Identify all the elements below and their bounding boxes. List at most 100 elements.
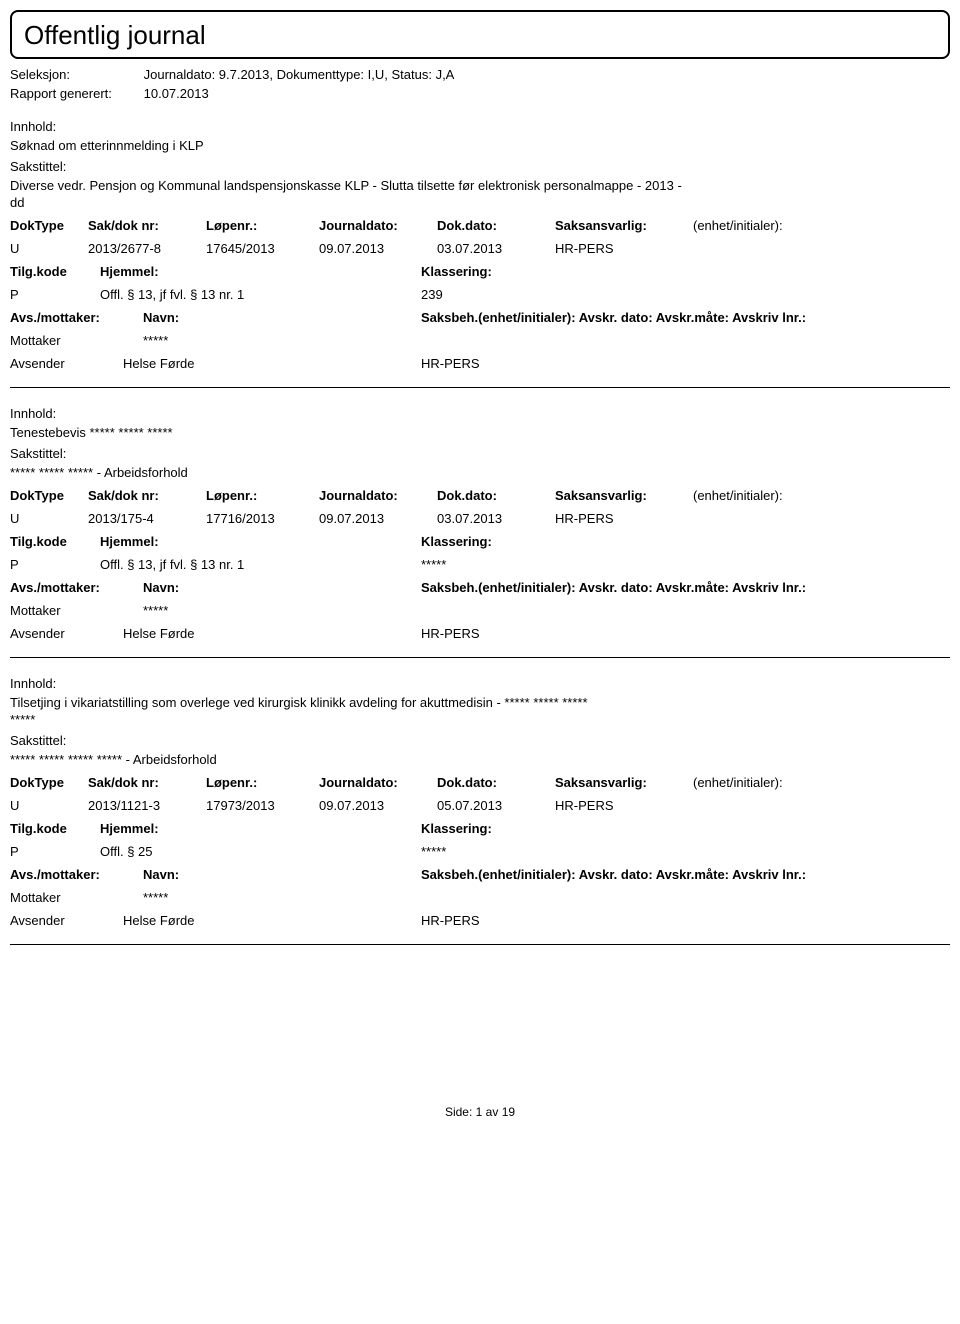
tilg-value-row: P Offl. § 13, jf fvl. § 13 nr. 1 239: [10, 287, 950, 302]
journaldato-value: 09.07.2013: [319, 511, 437, 526]
hjemmel-header: Hjemmel:: [100, 264, 421, 279]
navn-header: Navn:: [143, 867, 421, 882]
tilg-header-row: Tilg.kode Hjemmel: Klassering:: [10, 534, 950, 549]
rapport-row: Rapport generert: 10.07.2013: [10, 86, 950, 101]
entry-divider: [10, 944, 950, 945]
navn-header: Navn:: [143, 310, 421, 325]
saksansvarlig-header: Saksansvarlig:: [555, 488, 693, 503]
sakstittel-text-1: ***** ***** ***** ***** - Arbeidsforhold: [10, 752, 950, 767]
klassering-value: 239: [421, 287, 629, 302]
saksansvarlig-value: HR-PERS: [555, 511, 693, 526]
tilg-value-row: P Offl. § 13, jf fvl. § 13 nr. 1 *****: [10, 557, 950, 572]
dokdato-value: 03.07.2013: [437, 511, 555, 526]
innhold-label: Innhold:: [10, 119, 950, 134]
tilgkode-value: P: [10, 287, 100, 302]
tilgkode-header: Tilg.kode: [10, 264, 100, 279]
saksansvarlig-value: HR-PERS: [555, 241, 693, 256]
avsmottaker-header-row: Avs./mottaker: Navn: Saksbeh.(enhet/init…: [10, 580, 950, 595]
dok-header-row: DokType Sak/dok nr: Løpenr.: Journaldato…: [10, 775, 950, 790]
sakstittel-label: Sakstittel:: [10, 446, 950, 461]
avsender-label: Avsender: [10, 913, 123, 928]
sakdok-header: Sak/dok nr:: [88, 218, 206, 233]
sakstittel-text-1: Diverse vedr. Pensjon og Kommunal landsp…: [10, 178, 950, 193]
header-box: Offentlig journal: [10, 10, 950, 59]
mottaker-navn: *****: [143, 603, 421, 618]
journaldato-header: Journaldato:: [319, 775, 437, 790]
hjemmel-header: Hjemmel:: [100, 821, 421, 836]
navn-header: Navn:: [143, 580, 421, 595]
mottaker-label: Mottaker: [10, 603, 143, 618]
saksbeh-header: Saksbeh.(enhet/initialer): Avskr. dato: …: [421, 867, 929, 882]
klassering-header: Klassering:: [421, 821, 629, 836]
avsender-dept: HR-PERS: [421, 913, 629, 928]
avsender-navn: Helse Førde: [123, 356, 421, 371]
journal-title: Offentlig journal: [24, 20, 936, 53]
side-label: Side:: [445, 1105, 472, 1119]
sakstittel-label: Sakstittel:: [10, 159, 950, 174]
dokdato-value: 03.07.2013: [437, 241, 555, 256]
journaldato-value: 09.07.2013: [319, 241, 437, 256]
lopenr-value: 17716/2013: [206, 511, 319, 526]
sakdok-header: Sak/dok nr:: [88, 775, 206, 790]
seleksjon-value: Journaldato: 9.7.2013, Dokumenttype: I,U…: [144, 67, 455, 82]
doktype-header: DokType: [10, 775, 88, 790]
mottaker-row: Mottaker *****: [10, 603, 950, 618]
sakdok-value: 2013/1121-3: [88, 798, 206, 813]
mottaker-label: Mottaker: [10, 890, 143, 905]
lopenr-value: 17973/2013: [206, 798, 319, 813]
doktype-value: U: [10, 241, 88, 256]
saksansvarlig-value: HR-PERS: [555, 798, 693, 813]
tilgkode-value: P: [10, 844, 100, 859]
innhold-label: Innhold:: [10, 676, 950, 691]
page-sep: av: [486, 1105, 499, 1119]
page-total: 19: [502, 1105, 515, 1119]
enhet-header: (enhet/initialer):: [693, 488, 851, 503]
saksansvarlig-header: Saksansvarlig:: [555, 775, 693, 790]
avsmottaker-header: Avs./mottaker:: [10, 580, 143, 595]
tilgkode-header: Tilg.kode: [10, 821, 100, 836]
innhold-text: Søknad om etterinnmelding i KLP: [10, 138, 950, 153]
innhold-text: Tenestebevis ***** ***** *****: [10, 425, 950, 440]
journaldato-header: Journaldato:: [319, 488, 437, 503]
dokdato-header: Dok.dato:: [437, 488, 555, 503]
journal-entry: Innhold: Tenestebevis ***** ***** ***** …: [10, 406, 950, 641]
sakdok-header: Sak/dok nr:: [88, 488, 206, 503]
mottaker-row: Mottaker *****: [10, 333, 950, 348]
sakstittel-text-1: ***** ***** ***** - Arbeidsforhold: [10, 465, 950, 480]
hjemmel-header: Hjemmel:: [100, 534, 421, 549]
enhet-header: (enhet/initialer):: [693, 775, 851, 790]
doktype-value: U: [10, 798, 88, 813]
avsender-label: Avsender: [10, 356, 123, 371]
mottaker-label: Mottaker: [10, 333, 143, 348]
lopenr-header: Løpenr.:: [206, 488, 319, 503]
avsender-row: Avsender Helse Førde HR-PERS: [10, 356, 950, 371]
klassering-value: *****: [421, 844, 629, 859]
avsmottaker-header-row: Avs./mottaker: Navn: Saksbeh.(enhet/init…: [10, 310, 950, 325]
saksansvarlig-header: Saksansvarlig:: [555, 218, 693, 233]
avsender-row: Avsender Helse Førde HR-PERS: [10, 913, 950, 928]
innhold-text: Tilsetjing i vikariatstilling som overle…: [10, 695, 950, 710]
avsender-navn: Helse Førde: [123, 913, 421, 928]
hjemmel-value: Offl. § 25: [100, 844, 421, 859]
tilg-header-row: Tilg.kode Hjemmel: Klassering:: [10, 821, 950, 836]
doktype-header: DokType: [10, 488, 88, 503]
page-footer: Side: 1 av 19: [10, 1105, 950, 1119]
tilg-header-row: Tilg.kode Hjemmel: Klassering:: [10, 264, 950, 279]
journaldato-header: Journaldato:: [319, 218, 437, 233]
entry-divider: [10, 387, 950, 388]
dokdato-header: Dok.dato:: [437, 775, 555, 790]
dok-header-row: DokType Sak/dok nr: Løpenr.: Journaldato…: [10, 488, 950, 503]
tilgkode-header: Tilg.kode: [10, 534, 100, 549]
sakdok-value: 2013/2677-8: [88, 241, 206, 256]
klassering-header: Klassering:: [421, 534, 629, 549]
sakstittel-text-2: dd: [10, 195, 950, 210]
enhet-header: (enhet/initialer):: [693, 218, 851, 233]
dok-value-row: U 2013/2677-8 17645/2013 09.07.2013 03.0…: [10, 241, 950, 256]
dok-value-row: U 2013/175-4 17716/2013 09.07.2013 03.07…: [10, 511, 950, 526]
hjemmel-value: Offl. § 13, jf fvl. § 13 nr. 1: [100, 287, 421, 302]
lopenr-value: 17645/2013: [206, 241, 319, 256]
saksbeh-header: Saksbeh.(enhet/initialer): Avskr. dato: …: [421, 310, 929, 325]
saksbeh-header: Saksbeh.(enhet/initialer): Avskr. dato: …: [421, 580, 929, 595]
journaldato-value: 09.07.2013: [319, 798, 437, 813]
tilg-value-row: P Offl. § 25 *****: [10, 844, 950, 859]
